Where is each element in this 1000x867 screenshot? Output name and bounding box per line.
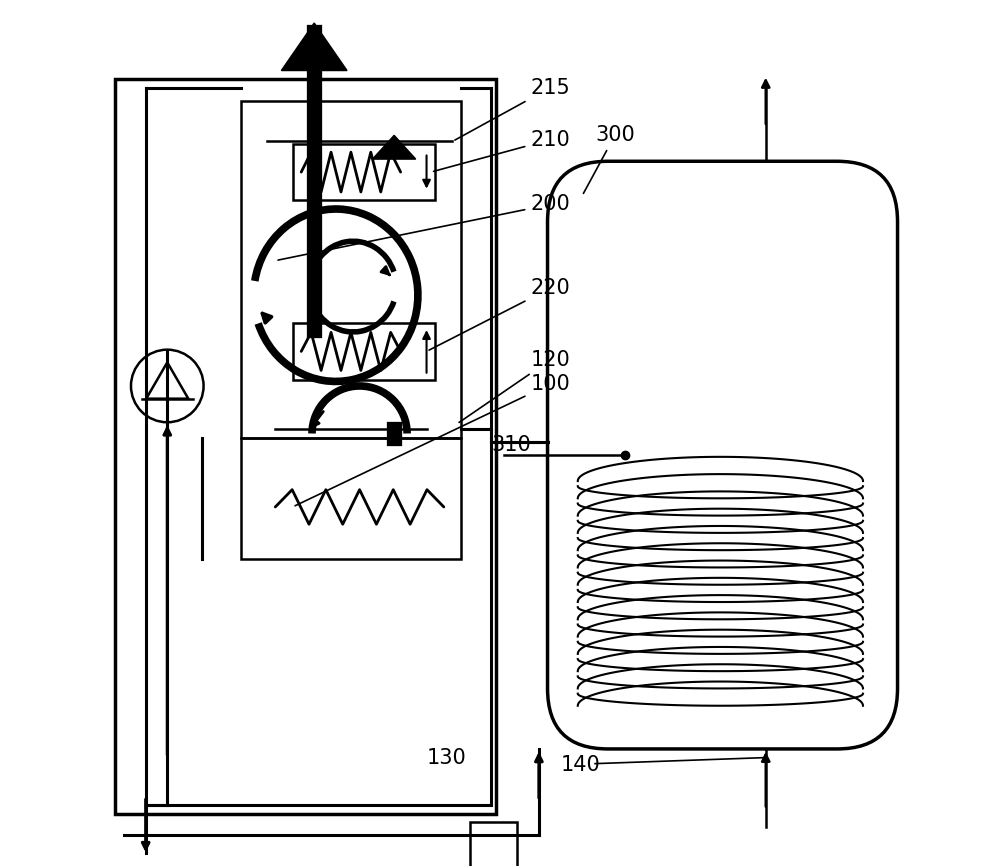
Text: 130: 130 xyxy=(427,747,466,767)
Polygon shape xyxy=(281,23,347,70)
Text: 200: 200 xyxy=(278,194,570,260)
Text: 210: 210 xyxy=(434,130,570,172)
Polygon shape xyxy=(470,823,517,867)
Text: 300: 300 xyxy=(583,126,635,193)
Text: 220: 220 xyxy=(429,278,570,350)
Text: 140: 140 xyxy=(560,754,600,774)
Polygon shape xyxy=(373,135,416,160)
Text: 215: 215 xyxy=(455,78,570,140)
Text: 100: 100 xyxy=(295,375,570,505)
Text: 310: 310 xyxy=(491,434,531,455)
Text: 120: 120 xyxy=(459,350,570,422)
